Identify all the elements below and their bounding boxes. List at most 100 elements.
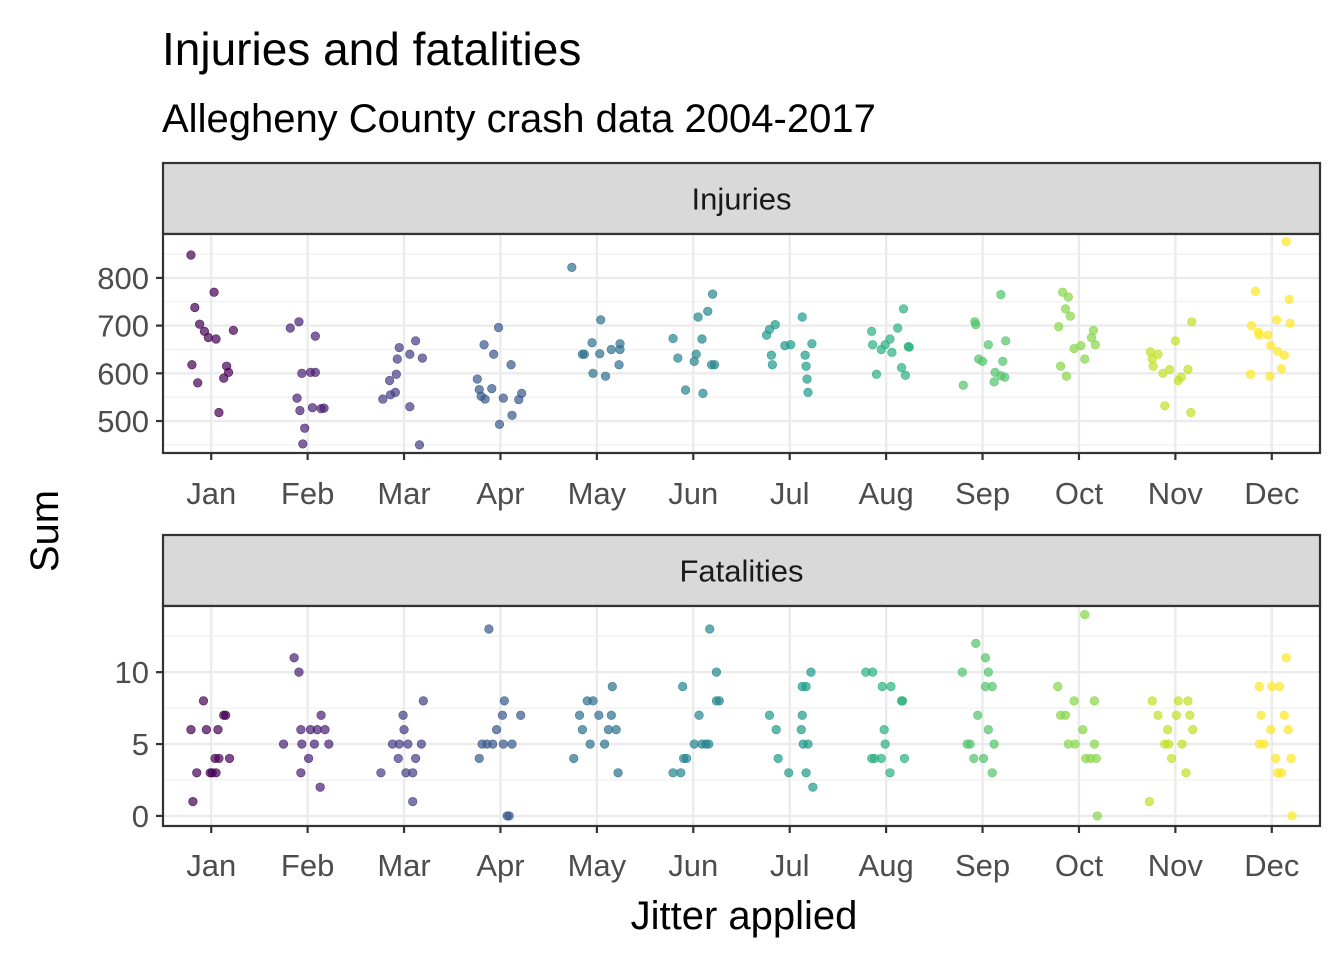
- data-point: [507, 739, 517, 749]
- data-point: [904, 342, 914, 352]
- data-point: [797, 710, 807, 720]
- data-point: [885, 768, 895, 778]
- data-point: [298, 439, 308, 449]
- panel-background: [163, 234, 1320, 453]
- data-point: [705, 624, 715, 634]
- data-point: [296, 768, 306, 778]
- x-tick-label: Nov: [1148, 848, 1204, 883]
- data-point: [707, 289, 718, 299]
- data-point: [668, 768, 678, 778]
- data-point: [978, 753, 989, 764]
- facet-strip-label: Injuries: [692, 182, 792, 217]
- data-point: [285, 323, 295, 333]
- y-tick-label: 0: [132, 799, 149, 834]
- data-point: [877, 681, 887, 692]
- data-point: [403, 739, 413, 749]
- data-point: [1080, 610, 1090, 620]
- data-point: [480, 394, 490, 404]
- data-point: [691, 349, 701, 359]
- data-point: [297, 368, 307, 378]
- data-point: [574, 710, 585, 720]
- data-point: [405, 349, 415, 359]
- data-point: [806, 667, 816, 677]
- data-point: [606, 710, 616, 720]
- data-point: [714, 696, 724, 706]
- data-point: [1091, 753, 1101, 764]
- data-point: [278, 739, 289, 749]
- data-point: [376, 768, 386, 778]
- data-point: [1053, 681, 1063, 692]
- data-point: [398, 710, 408, 720]
- data-point: [489, 349, 499, 359]
- data-point: [195, 319, 205, 329]
- data-point: [390, 387, 400, 398]
- data-point: [312, 725, 322, 735]
- data-point: [1254, 330, 1264, 340]
- data-point: [600, 371, 611, 381]
- panel-border: [161, 232, 1322, 455]
- data-point: [1274, 681, 1285, 692]
- data-point: [1185, 710, 1195, 720]
- data-point: [611, 725, 621, 735]
- data-point: [800, 350, 810, 360]
- data-point: [885, 334, 895, 344]
- data-point: [294, 317, 304, 327]
- facet-panels: Injuries 500 600 700 800 Jan Feb Mar Apr May Jun Ju…: [97, 161, 1322, 883]
- data-point: [797, 312, 807, 322]
- x-tick-label: Jul: [770, 848, 810, 883]
- data-point: [295, 405, 305, 416]
- data-point: [588, 368, 598, 378]
- data-point: [517, 388, 527, 398]
- x-axis-title: Jitter applied: [631, 894, 858, 938]
- data-point: [1183, 696, 1193, 706]
- data-point: [694, 710, 704, 720]
- x-tick-label: Dec: [1244, 848, 1299, 883]
- data-point: [224, 753, 235, 764]
- data-point: [507, 410, 517, 420]
- x-tick-label: Nov: [1148, 476, 1204, 511]
- data-point: [211, 768, 221, 778]
- data-point: [484, 624, 494, 634]
- data-point: [868, 667, 878, 677]
- x-tick-label: Dec: [1244, 476, 1299, 511]
- data-point: [214, 753, 224, 764]
- data-point: [1090, 340, 1100, 350]
- data-point: [801, 361, 811, 371]
- data-point: [474, 753, 484, 764]
- data-point: [989, 377, 999, 387]
- data-point: [493, 322, 504, 333]
- data-point: [868, 340, 878, 350]
- data-point: [294, 667, 304, 677]
- data-point: [213, 725, 223, 735]
- data-point: [607, 681, 617, 692]
- data-point: [307, 403, 318, 413]
- data-point: [506, 360, 516, 370]
- data-point: [983, 667, 993, 677]
- data-point: [192, 768, 202, 778]
- x-tick-label: Oct: [1055, 476, 1104, 511]
- data-point: [228, 325, 238, 335]
- data-point: [405, 402, 415, 412]
- data-point: [680, 385, 691, 395]
- data-point: [1187, 317, 1197, 327]
- data-point: [1281, 653, 1291, 663]
- data-point: [1266, 725, 1276, 735]
- data-point: [615, 344, 625, 355]
- data-point: [193, 378, 203, 388]
- data-point: [1286, 753, 1296, 764]
- data-point: [764, 710, 775, 720]
- data-point: [1171, 710, 1181, 720]
- data-point: [497, 710, 507, 720]
- data-point: [1170, 336, 1180, 346]
- data-point: [1271, 753, 1281, 764]
- data-point: [871, 369, 882, 379]
- data-point: [693, 312, 703, 322]
- data-point: [698, 388, 708, 398]
- data-point: [310, 367, 320, 377]
- data-point: [1256, 710, 1266, 720]
- data-point: [965, 739, 975, 749]
- y-tick-label: 10: [115, 655, 149, 690]
- data-point: [310, 331, 320, 341]
- data-point: [973, 710, 983, 720]
- data-point: [1283, 725, 1293, 735]
